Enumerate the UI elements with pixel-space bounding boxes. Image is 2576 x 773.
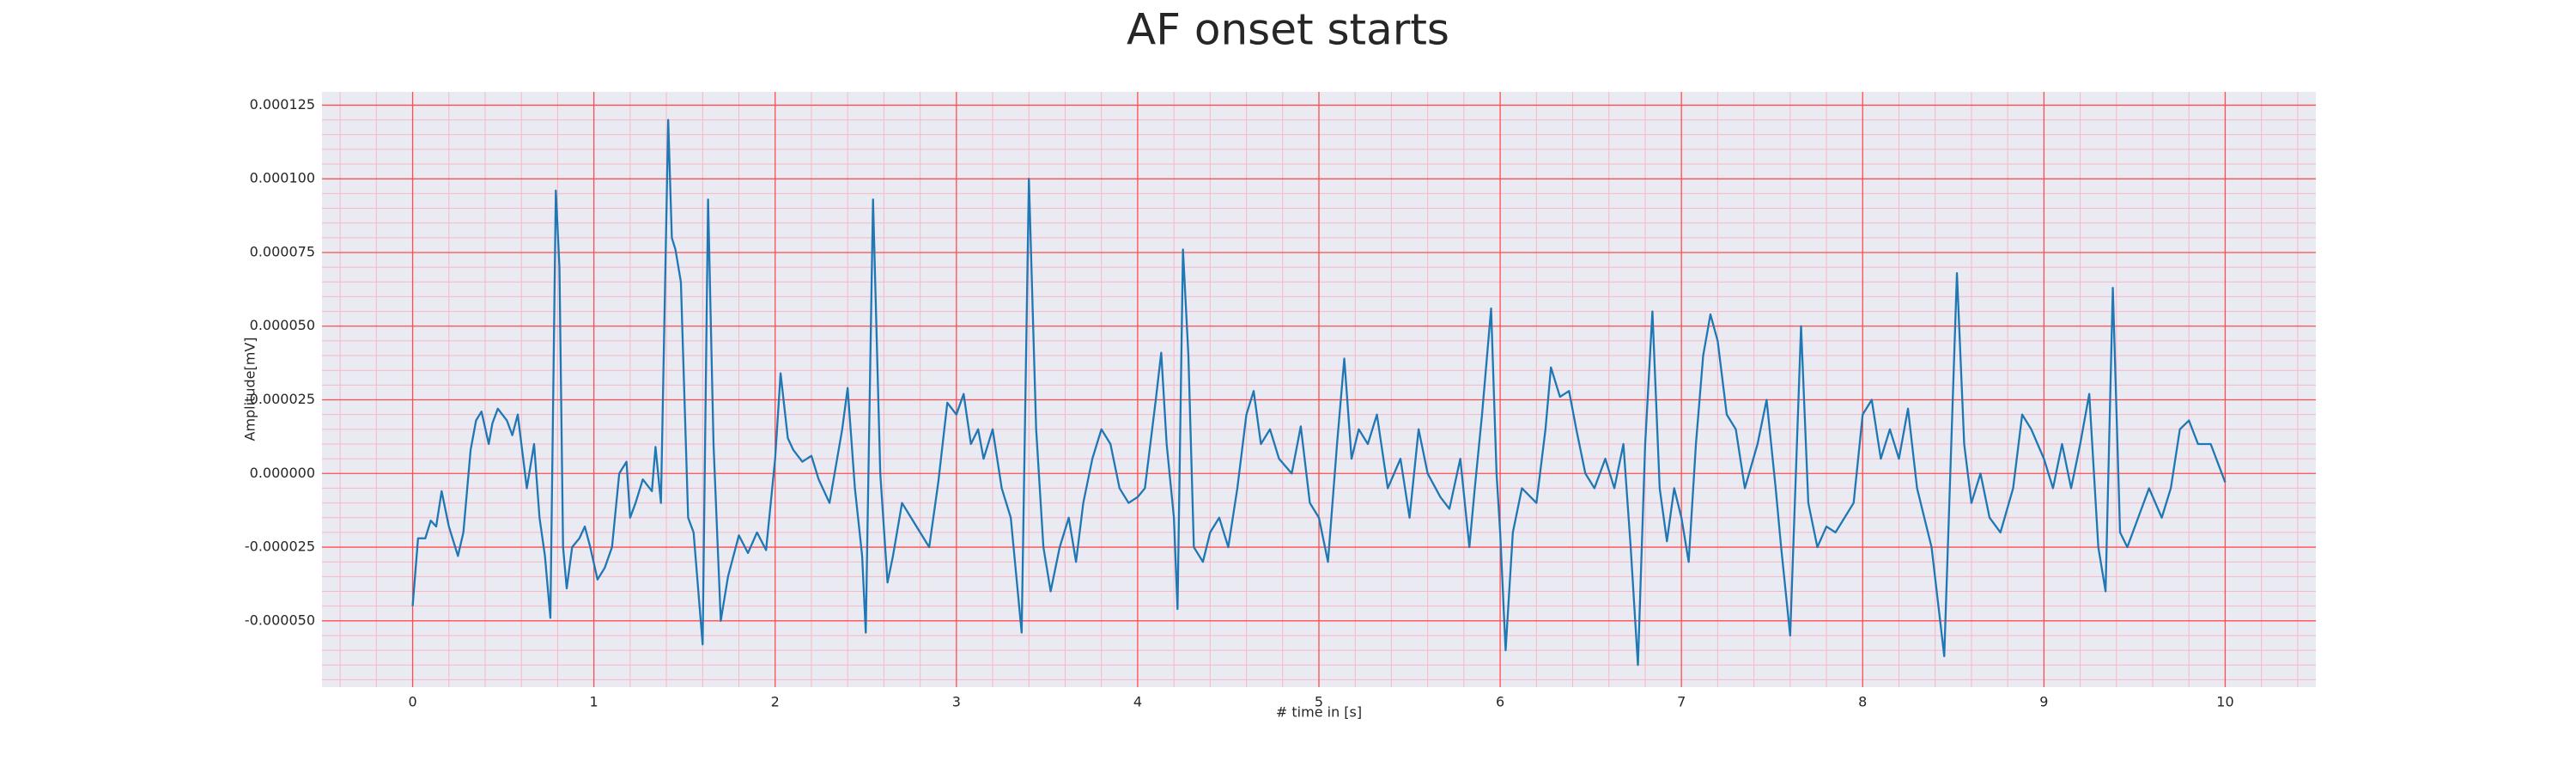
x-tick-label: 7	[1677, 694, 1686, 710]
y-tick-label: -0.000050	[245, 612, 315, 628]
chart-title: AF onset starts	[1127, 5, 1449, 55]
y-axis-label: Amplitude[mV]	[242, 337, 258, 441]
x-tick-label: 5	[1315, 694, 1323, 710]
x-tick-label: 8	[1858, 694, 1867, 710]
x-tick-label: 0	[408, 694, 416, 710]
x-tick-label: 4	[1133, 694, 1142, 710]
plot-area	[322, 92, 2316, 687]
data-line	[411, 119, 2227, 666]
x-tick-label: 1	[590, 694, 598, 710]
x-tick-label: 2	[771, 694, 780, 710]
x-tick-label: 10	[2216, 694, 2233, 710]
y-tick-label: 0.000125	[250, 96, 315, 113]
y-tick-label: 0.000025	[250, 391, 315, 407]
x-axis-label: # time in [s]	[1276, 704, 1362, 721]
x-tick-label: 3	[952, 694, 961, 710]
x-tick-label: 6	[1496, 694, 1504, 710]
y-tick-label: 0.000100	[250, 170, 315, 186]
y-tick-label: 0.000000	[250, 465, 315, 481]
y-tick-label: 0.000075	[250, 243, 315, 259]
x-tick-label: 9	[2039, 694, 2048, 710]
y-tick-label: 0.000050	[250, 317, 315, 333]
y-tick-label: -0.000025	[245, 539, 315, 555]
